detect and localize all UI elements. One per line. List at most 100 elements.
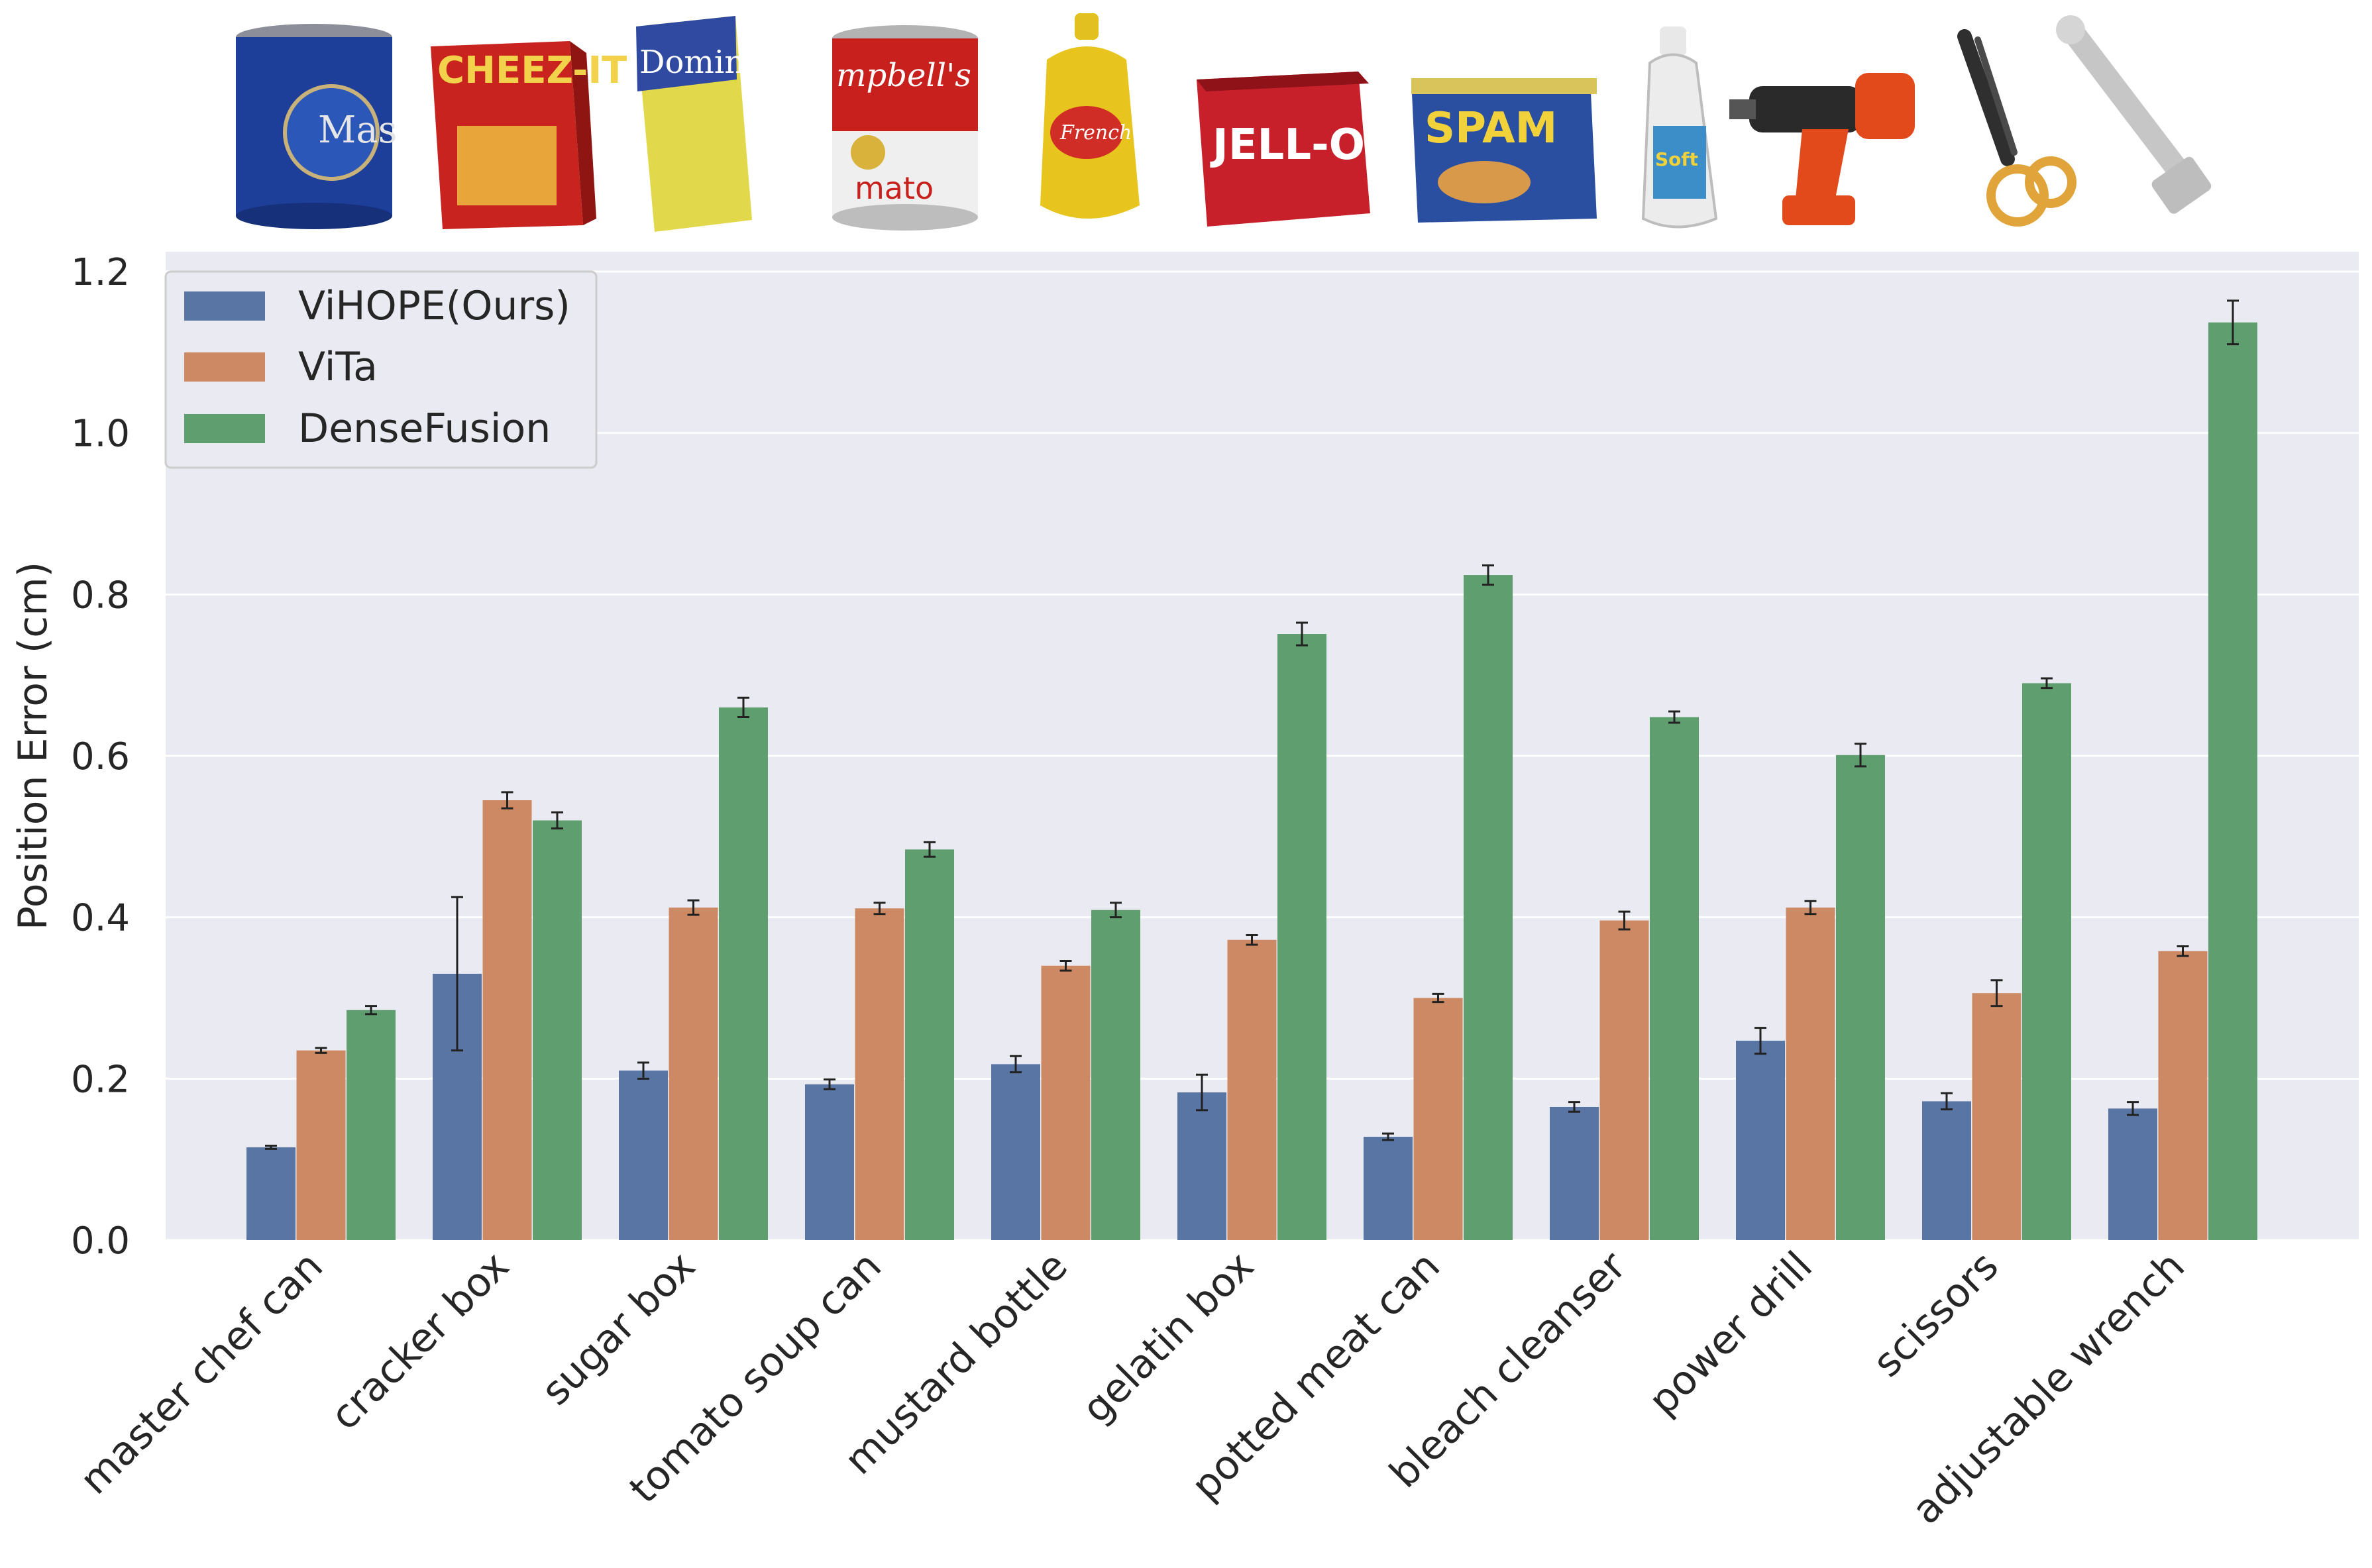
adjustable-wrench-icon [2056, 15, 2212, 214]
bar-vihope-ours--sugar-box [619, 1071, 668, 1240]
error-bar-vihope-ours--potted-meat-can [1382, 1132, 1394, 1141]
error-bar-vihope-ours--sugar-box [637, 1061, 649, 1080]
y-tick-label: 0.8 [71, 574, 130, 617]
svg-text:mpbell's: mpbell's [836, 57, 971, 94]
y-tick-label: 0.6 [71, 735, 130, 778]
bleach-cleanser-icon: Soft [1641, 26, 1718, 229]
svg-text:SPAM: SPAM [1425, 104, 1557, 153]
bar-densefusion-gelatin-box [1277, 634, 1326, 1240]
y-tick-label: 0.0 [71, 1220, 130, 1263]
error-bar-vita-bleach-cleanser [1618, 910, 1631, 931]
cracker-box-icon: CHEEZ-IT [431, 41, 627, 229]
error-bar-vihope-ours--gelatin-box [1196, 1073, 1208, 1112]
error-bar-densefusion-tomato-soup-can [924, 841, 936, 858]
svg-text:mato: mato [855, 170, 934, 206]
bar-densefusion-bleach-cleanser [1650, 717, 1699, 1240]
x-tick-label-cracker-box: cracker box [321, 1243, 517, 1439]
bars [246, 322, 2257, 1240]
legend-label-vita: ViTa [298, 344, 378, 390]
object-thumbnails: Mas CHEEZ-IT Domino mpb [236, 13, 2212, 232]
error-bar-densefusion-master-chef-can [365, 1005, 377, 1016]
error-bar-vihope-ours--tomato-soup-can [824, 1078, 836, 1090]
error-bar-vihope-ours--scissors [1941, 1092, 1953, 1111]
legend-label-vihope: ViHOPE(Ours) [298, 283, 570, 329]
error-bar-densefusion-gelatin-box [1296, 621, 1308, 647]
error-bars [265, 299, 2239, 1150]
bar-densefusion-tomato-soup-can [905, 849, 954, 1240]
master-chef-can-icon: Mas [236, 24, 397, 229]
bar-vihope-ours--potted-meat-can [1364, 1137, 1413, 1240]
error-bar-vihope-ours--adjustable-wrench [2127, 1101, 2139, 1116]
bar-densefusion-mustard-bottle [1091, 910, 1140, 1240]
svg-text:Soft: Soft [1655, 148, 1698, 170]
bar-vita-bleach-cleanser [1599, 920, 1649, 1240]
bar-densefusion-adjustable-wrench [2208, 322, 2257, 1240]
error-bar-vihope-ours--bleach-cleanser [1568, 1101, 1580, 1113]
svg-text:Mas: Mas [318, 109, 397, 152]
bar-densefusion-sugar-box [719, 707, 768, 1240]
error-bar-vihope-ours--power-drill [1754, 1027, 1766, 1055]
bar-vihope-ours--bleach-cleanser [1550, 1106, 1599, 1240]
bar-vihope-ours--mustard-bottle [991, 1064, 1040, 1240]
y-tick-label: 0.4 [71, 897, 130, 940]
error-bar-densefusion-potted-meat-can [1482, 564, 1494, 586]
legend-swatch-densefusion [184, 414, 265, 443]
error-bar-vihope-ours--mustard-bottle [1010, 1055, 1022, 1074]
bar-vita-tomato-soup-can [855, 908, 904, 1240]
y-tick-label: 1.0 [71, 413, 130, 456]
bar-vita-mustard-bottle [1041, 965, 1091, 1240]
error-bar-densefusion-mustard-bottle [1110, 902, 1122, 919]
bar-densefusion-cracker-box [533, 820, 582, 1240]
error-bar-vita-scissors [1990, 979, 2003, 1008]
error-bar-vita-master-chef-can [315, 1047, 327, 1054]
bar-vita-gelatin-box [1227, 939, 1277, 1240]
bar-densefusion-master-chef-can [347, 1010, 396, 1240]
mustard-bottle-icon: French's [1040, 13, 1148, 219]
bar-vita-power-drill [1786, 908, 1835, 1240]
x-tick-label-master-chef-can: master chef can [71, 1243, 332, 1504]
svg-text:French's: French's [1059, 121, 1148, 144]
x-tick-label-gelatin-box: gelatin box [1073, 1243, 1263, 1432]
error-bar-densefusion-sugar-box [737, 696, 749, 719]
y-tick-labels: 0.0 0.2 0.4 0.6 0.8 1.0 1.2 [71, 251, 130, 1263]
error-bar-vihope-ours--cracker-box [451, 896, 463, 1052]
error-bar-vita-power-drill [1804, 900, 1817, 915]
scissors-icon [1957, 29, 2076, 227]
error-bar-vita-adjustable-wrench [2177, 945, 2189, 957]
error-bar-vita-sugar-box [687, 899, 700, 916]
x-tick-label-sugar-box: sugar box [533, 1243, 704, 1414]
legend-swatch-vihope [184, 291, 265, 321]
bar-vita-scissors [1972, 993, 2022, 1240]
bar-vihope-ours--power-drill [1736, 1041, 1785, 1240]
bar-densefusion-scissors [2022, 683, 2071, 1240]
bar-densefusion-power-drill [1836, 755, 1885, 1240]
bar-vihope-ours--adjustable-wrench [2108, 1108, 2157, 1240]
error-bar-vita-cracker-box [501, 791, 513, 810]
error-bar-densefusion-adjustable-wrench [2227, 299, 2239, 346]
y-tick-label: 0.2 [71, 1058, 130, 1101]
x-tick-label-power-drill: power drill [1640, 1243, 1821, 1424]
bar-vihope-ours--scissors [1922, 1101, 1971, 1240]
error-bar-densefusion-bleach-cleanser [1668, 710, 1680, 724]
bar-vihope-ours--tomato-soup-can [805, 1084, 854, 1240]
power-drill-icon [1729, 73, 1915, 225]
error-bar-densefusion-scissors [2041, 677, 2053, 690]
legend-label-densefusion: DenseFusion [298, 405, 551, 452]
bar-vita-cracker-box [482, 800, 532, 1240]
error-bar-vita-gelatin-box [1246, 933, 1258, 946]
y-axis-title: Position Error (cm) [10, 562, 56, 930]
potted-meat-can-icon: SPAM [1411, 78, 1597, 223]
bar-vihope-ours--gelatin-box [1177, 1092, 1226, 1240]
error-bar-vita-tomato-soup-can [873, 902, 886, 915]
bar-vita-potted-meat-can [1413, 998, 1463, 1240]
error-bar-vita-mustard-bottle [1059, 959, 1072, 972]
bar-vita-master-chef-can [296, 1050, 346, 1240]
error-bar-densefusion-cracker-box [551, 811, 563, 830]
svg-text:CHEEZ-IT: CHEEZ-IT [437, 49, 627, 92]
y-tick-label: 1.2 [71, 251, 130, 294]
svg-text:Domino: Domino [639, 44, 764, 81]
bar-vita-sugar-box [669, 908, 718, 1240]
legend: ViHOPE(Ours) ViTa DenseFusion [164, 270, 598, 469]
